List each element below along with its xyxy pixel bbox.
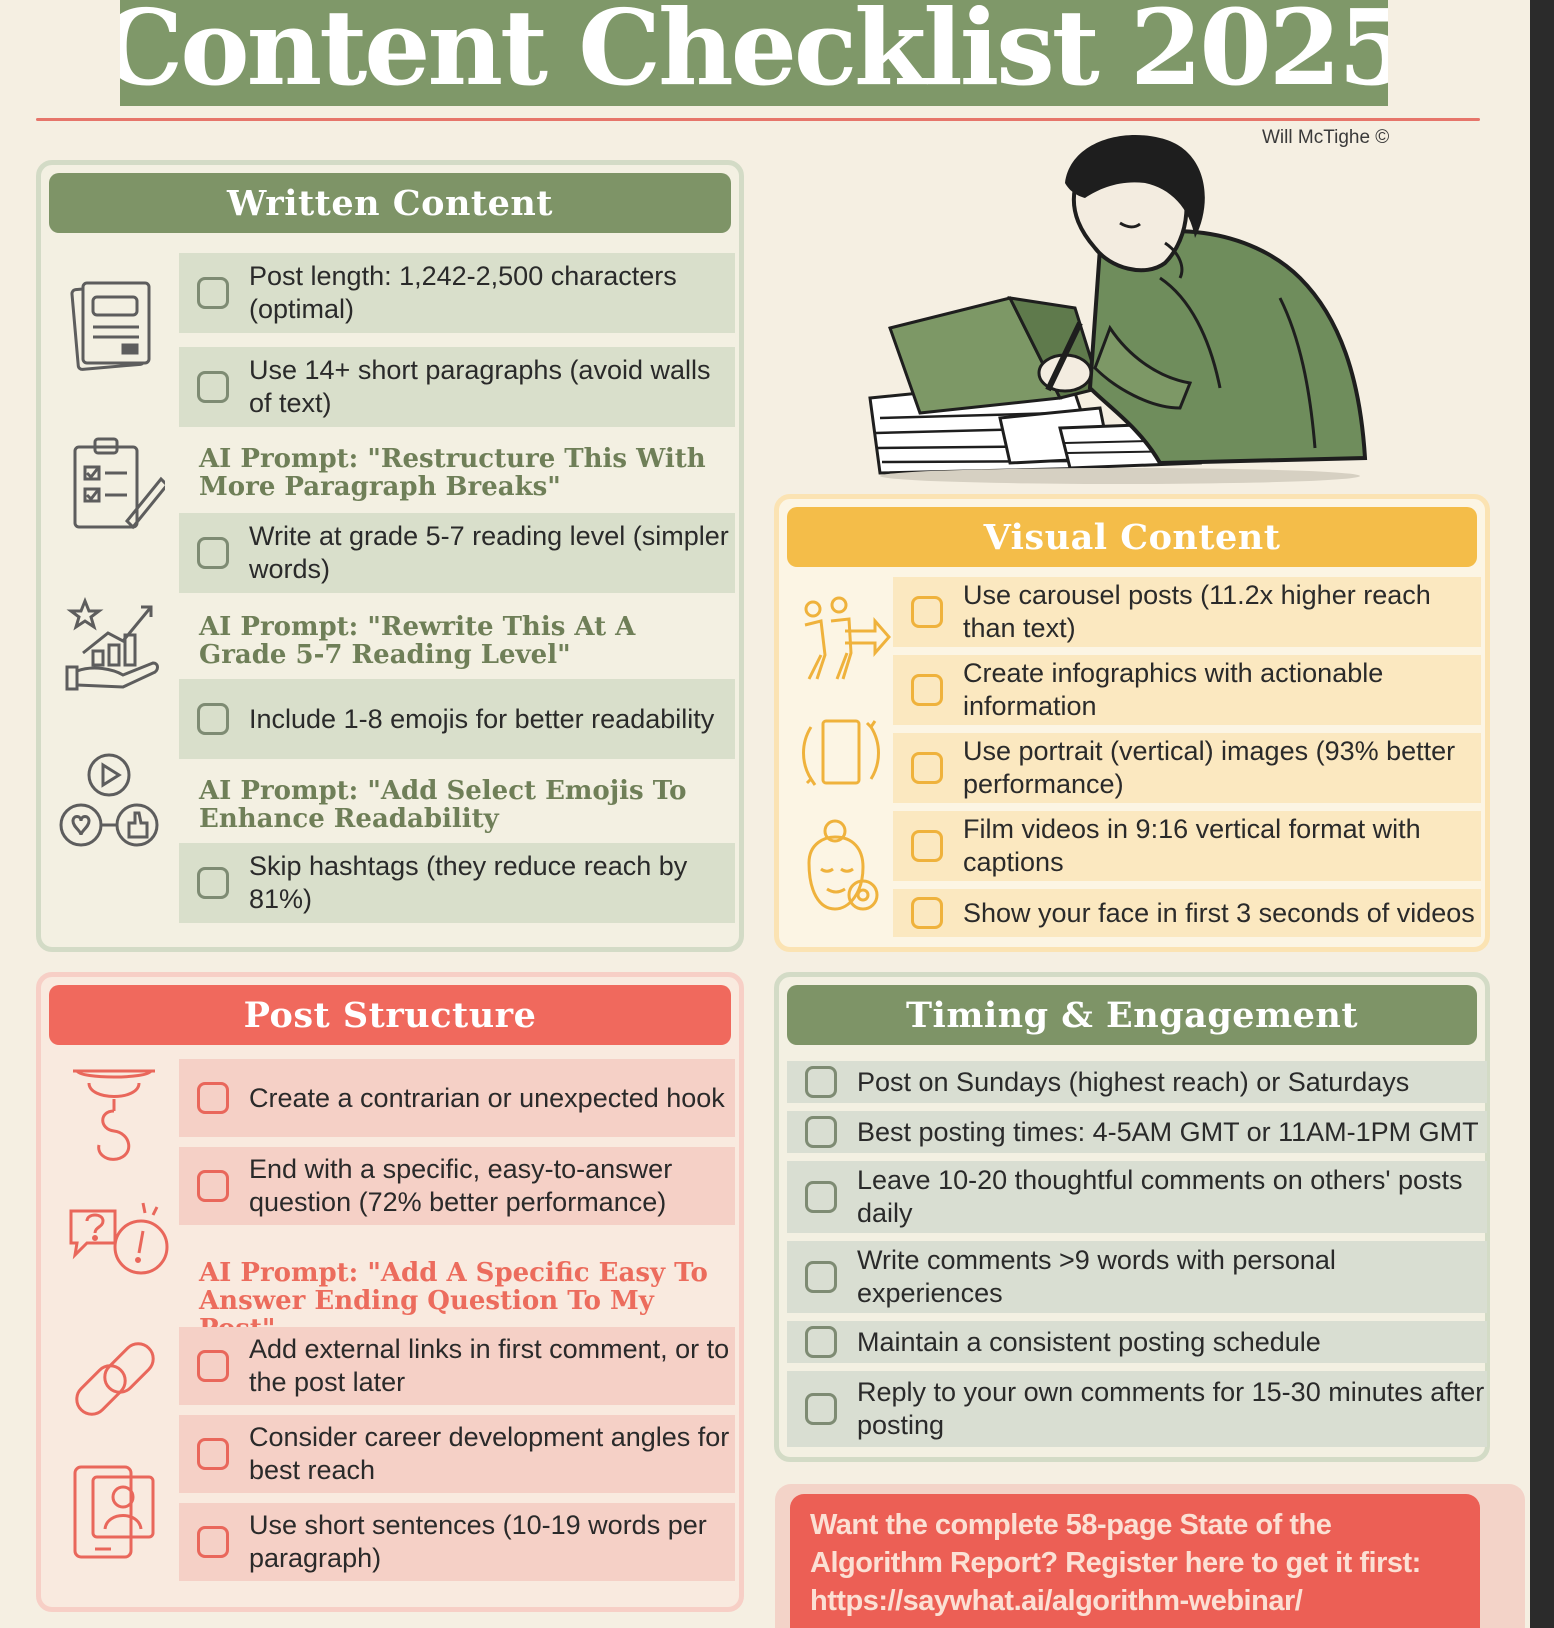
cta-text-line: Algorithm Report? Register here to get i…	[810, 1547, 1421, 1579]
timing-item-6[interactable]: Reply to your own comments for 15-30 min…	[787, 1371, 1487, 1447]
item-text: Use portrait (vertical) images (93% bett…	[963, 736, 1456, 799]
checkbox[interactable]	[805, 1261, 837, 1293]
visual-item-1[interactable]: Use carousel posts (11.2x higher reach t…	[893, 577, 1481, 647]
ai-prompt: AI Prompt: "Rewrite This At A Grade 5-7 …	[199, 612, 636, 670]
structure-item-2[interactable]: End with a specific, easy-to-answer ques…	[179, 1147, 735, 1225]
checkbox[interactable]	[197, 1082, 229, 1114]
written-item-4[interactable]: Include 1-8 emojis for better readabilit…	[179, 679, 735, 759]
structure-item-4[interactable]: Consider career development angles for b…	[179, 1415, 735, 1493]
written-content-heading: Written Content	[49, 173, 731, 233]
item-text: Use short sentences (10-19 words per par…	[249, 1510, 707, 1573]
structure-item-3[interactable]: Add external links in first comment, or …	[179, 1327, 735, 1405]
checkbox[interactable]	[805, 1116, 837, 1148]
item-text: Post on Sundays (highest reach) or Satur…	[857, 1066, 1410, 1097]
title-banner: Content Checklist 2025	[120, 0, 1388, 106]
ai-prompt: AI Prompt: "Add Select Emojis To Enhance…	[199, 776, 687, 834]
checkbox[interactable]	[911, 830, 943, 862]
ai-prompt: AI Prompt: "Restructure This With More P…	[199, 444, 706, 502]
checkbox[interactable]	[805, 1393, 837, 1425]
structure-item-5[interactable]: Use short sentences (10-19 words per par…	[179, 1503, 735, 1581]
webinar-cta-banner[interactable]: Want the complete 58-page State of the A…	[790, 1494, 1480, 1628]
post-structure-panel: Post Structure Create a contrarian or un…	[36, 972, 744, 1612]
profile-phone-icon	[69, 1461, 159, 1561]
item-text: Skip hashtags (they reduce reach by 81%)	[249, 851, 688, 914]
face-camera-icon	[795, 817, 887, 917]
checkbox[interactable]	[197, 867, 229, 899]
item-text: Maintain a consistent posting schedule	[857, 1326, 1321, 1357]
item-text: End with a specific, easy-to-answer ques…	[249, 1154, 673, 1217]
document-icon	[63, 275, 163, 375]
author-credit: Will McTighe ©	[1262, 127, 1390, 148]
item-text: Post length: 1,242-2,500 characters (opt…	[249, 261, 677, 324]
structure-item-1[interactable]: Create a contrarian or unexpected hook	[179, 1059, 735, 1137]
growth-chart-hand-icon	[63, 593, 163, 693]
checkbox[interactable]	[911, 897, 943, 929]
written-item-5[interactable]: Skip hashtags (they reduce reach by 81%)	[179, 843, 735, 923]
written-content-panel: Written Content Post length: 1,242-2,500…	[36, 160, 744, 952]
checkbox[interactable]	[805, 1181, 837, 1213]
timing-item-5[interactable]: Maintain a consistent posting schedule	[787, 1321, 1487, 1363]
timing-engagement-heading: Timing & Engagement	[787, 985, 1477, 1045]
writer-illustration	[860, 128, 1380, 493]
checkbox[interactable]	[805, 1066, 837, 1098]
visual-item-2[interactable]: Create infographics with actionable info…	[893, 655, 1481, 725]
title-divider	[36, 118, 1480, 121]
item-text: Create infographics with actionable info…	[963, 658, 1384, 721]
item-text: Use 14+ short paragraphs (avoid walls of…	[249, 355, 711, 418]
checkbox[interactable]	[197, 703, 229, 735]
checkbox[interactable]	[197, 1170, 229, 1202]
item-text: Write at grade 5-7 reading level (simple…	[249, 521, 729, 584]
checkbox[interactable]	[911, 596, 943, 628]
item-text: Best posting times: 4-5AM GMT or 11AM-1P…	[857, 1116, 1479, 1147]
page-title: Content Checklist 2025	[120, 0, 1388, 106]
item-text: Show your face in first 3 seconds of vid…	[963, 897, 1475, 928]
post-structure-heading: Post Structure	[49, 985, 731, 1045]
item-text: Create a contrarian or unexpected hook	[249, 1082, 725, 1113]
visual-item-4[interactable]: Film videos in 9:16 vertical format with…	[893, 811, 1481, 881]
item-text: Film videos in 9:16 vertical format with…	[963, 814, 1421, 877]
checkbox[interactable]	[197, 277, 229, 309]
timing-item-4[interactable]: Write comments >9 words with personal ex…	[787, 1241, 1487, 1313]
checkbox[interactable]	[197, 1350, 229, 1382]
hook-icon	[69, 1065, 159, 1165]
checkbox[interactable]	[197, 1526, 229, 1558]
item-text: Leave 10-20 thoughtful comments on other…	[857, 1165, 1463, 1228]
checkbox[interactable]	[911, 674, 943, 706]
item-text: Include 1-8 emojis for better readabilit…	[249, 703, 715, 734]
checkbox[interactable]	[197, 371, 229, 403]
window-edge	[1530, 0, 1554, 1628]
item-text: Consider career development angles for b…	[249, 1422, 730, 1485]
item-text: Write comments >9 words with personal ex…	[857, 1245, 1336, 1308]
question-bubbles-icon	[65, 1197, 175, 1287]
timing-item-1[interactable]: Post on Sundays (highest reach) or Satur…	[787, 1061, 1487, 1103]
visual-content-heading: Visual Content	[787, 507, 1477, 567]
item-text: Use carousel posts (11.2x higher reach t…	[963, 580, 1431, 643]
rotate-portrait-icon	[793, 713, 889, 793]
visual-item-3[interactable]: Use portrait (vertical) images (93% bett…	[893, 733, 1481, 803]
item-text: Add external links in first comment, or …	[249, 1334, 730, 1397]
visual-content-panel: Visual Content Use carousel posts (11.2x…	[774, 494, 1490, 952]
item-text: Reply to your own comments for 15-30 min…	[857, 1377, 1485, 1440]
checkbox[interactable]	[197, 1438, 229, 1470]
written-item-3[interactable]: Write at grade 5-7 reading level (simple…	[179, 513, 735, 593]
chain-link-icon	[65, 1331, 165, 1431]
checkbox[interactable]	[805, 1326, 837, 1358]
visual-item-5[interactable]: Show your face in first 3 seconds of vid…	[893, 889, 1481, 937]
timing-engagement-panel: Timing & Engagement Post on Sundays (hig…	[774, 972, 1490, 1462]
written-item-2[interactable]: Use 14+ short paragraphs (avoid walls of…	[179, 347, 735, 427]
checkbox[interactable]	[197, 537, 229, 569]
cta-text-line: Want the complete 58-page State of the	[810, 1509, 1332, 1541]
cta-link[interactable]: https://saywhat.ai/algorithm-webinar/	[810, 1585, 1303, 1617]
timing-item-2[interactable]: Best posting times: 4-5AM GMT or 11AM-1P…	[787, 1111, 1487, 1153]
people-arrow-icon	[795, 595, 891, 681]
emoji-reactions-icon	[57, 747, 167, 857]
timing-item-3[interactable]: Leave 10-20 thoughtful comments on other…	[787, 1161, 1487, 1233]
clipboard-checklist-icon	[65, 433, 165, 533]
ai-prompt: AI Prompt: "Add A Specific Easy To Answe…	[199, 1258, 708, 1343]
written-item-1[interactable]: Post length: 1,242-2,500 characters (opt…	[179, 253, 735, 333]
checkbox[interactable]	[911, 752, 943, 784]
